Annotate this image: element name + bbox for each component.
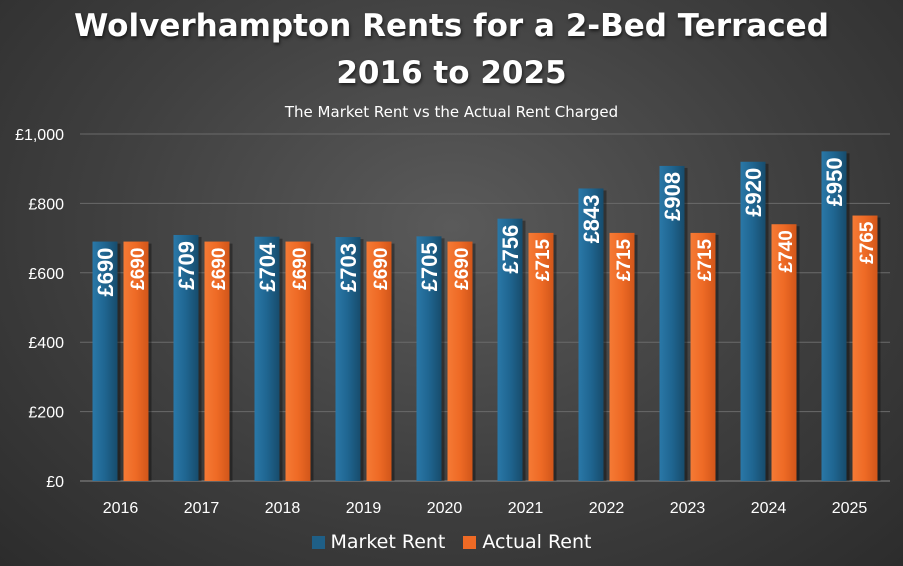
data-label-market-rent: £920: [741, 168, 766, 217]
bar-actual-rent: [285, 241, 311, 481]
bar-market-rent: [659, 165, 685, 481]
data-label-market-rent: £908: [660, 172, 685, 221]
y-tick-label: £1,000: [15, 127, 64, 144]
x-tick-label: 2016: [103, 500, 139, 517]
bar-actual-rent: [690, 232, 716, 481]
data-label-actual-rent: £715: [695, 238, 716, 281]
chart-title-line2: 2016 to 2025: [336, 55, 567, 91]
x-axis: 2016 2017 2018 2019 2020 2021 2022 2023 2024 2025: [103, 500, 868, 517]
legend-label-market: Market Rent: [330, 531, 446, 553]
chart-title-line1: Wolverhampton Rents for a 2-Bed Terraced: [74, 8, 829, 44]
data-label-actual-rent: £690: [371, 248, 392, 290]
bar-market-rent: [335, 237, 361, 481]
chart-subtitle: The Market Rent vs the Actual Rent Charg…: [284, 103, 619, 121]
y-axis: £0 £200 £400 £600 £800 £1,000: [15, 127, 64, 491]
y-tick-label: £800: [28, 196, 64, 213]
x-tick-label: 2022: [589, 500, 625, 517]
bar-actual-rent: [771, 224, 797, 481]
data-label-actual-rent: £690: [209, 248, 230, 290]
data-label-market-rent: £756: [498, 225, 523, 274]
y-tick-label: £400: [28, 335, 64, 352]
legend: Market Rent Actual Rent: [0, 531, 903, 553]
data-labels: £690 £690 £709 £690 £704 £690 £703 £690 £705 £690…: [93, 157, 878, 296]
data-label-market-rent: £704: [255, 242, 280, 292]
bar-actual-rent: [366, 241, 392, 481]
x-tick-label: 2025: [832, 500, 868, 517]
bar-actual-rent: [447, 241, 473, 481]
bar-actual-rent: [204, 241, 230, 481]
bar-market-rent: [497, 218, 523, 481]
bar-market-rent: [578, 188, 604, 481]
data-label-market-rent: £950: [822, 157, 847, 206]
legend-item-market: Market Rent: [311, 531, 446, 553]
legend-item-actual: Actual Rent: [463, 531, 591, 553]
data-label-actual-rent: £690: [290, 248, 311, 290]
bar-market-rent: [740, 161, 766, 481]
y-tick-label: £0: [46, 474, 64, 491]
x-tick-label: 2019: [346, 500, 382, 517]
bar-actual-rent: [123, 241, 149, 481]
data-label-market-rent: £843: [579, 194, 604, 243]
bar-market-rent: [416, 236, 442, 481]
bar-actual-rent: [609, 232, 635, 481]
data-label-actual-rent: £740: [776, 230, 797, 272]
data-label-actual-rent: £690: [452, 248, 473, 290]
legend-swatch-actual: [463, 535, 477, 549]
x-tick-label: 2023: [670, 500, 706, 517]
data-label-market-rent: £690: [93, 248, 118, 297]
data-label-actual-rent: £715: [533, 238, 554, 281]
x-tick-label: 2021: [508, 500, 544, 517]
bar-market-rent: [92, 241, 118, 481]
legend-label-actual: Actual Rent: [482, 531, 592, 553]
x-tick-label: 2017: [184, 500, 220, 517]
data-label-actual-rent: £765: [857, 221, 878, 264]
bar-market-rent: [173, 234, 199, 481]
y-tick-label: £200: [28, 405, 64, 422]
x-tick-label: 2018: [265, 500, 301, 517]
data-label-actual-rent: £715: [614, 238, 635, 281]
x-tick-label: 2020: [427, 500, 463, 517]
legend-swatch-market: [311, 535, 325, 549]
y-tick-label: £600: [28, 266, 64, 283]
data-label-market-rent: £709: [174, 241, 199, 290]
x-tick-label: 2024: [751, 500, 787, 517]
bar-market-rent: [821, 151, 847, 481]
bar-actual-rent: [528, 232, 554, 481]
bar-market-rent: [254, 236, 280, 481]
bars: [92, 151, 881, 482]
bar-actual-rent: [852, 215, 878, 482]
data-label-actual-rent: £690: [128, 248, 149, 290]
data-label-market-rent: £703: [336, 243, 361, 292]
data-label-market-rent: £705: [417, 242, 442, 291]
